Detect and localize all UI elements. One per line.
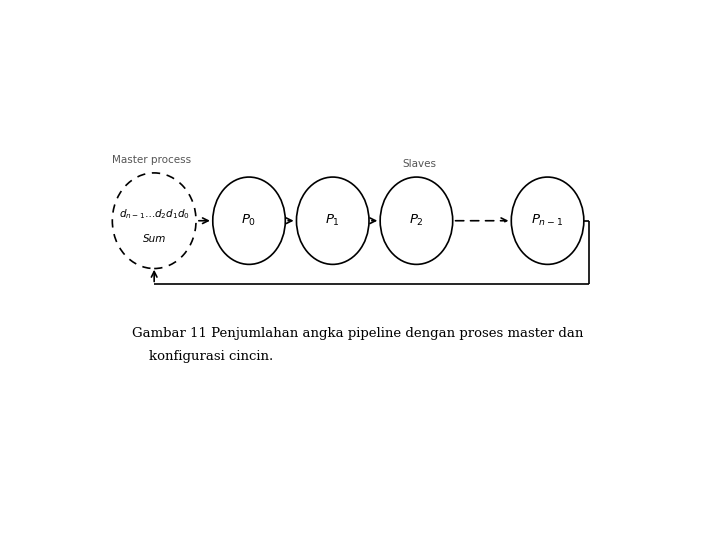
Text: $d_{n-1}\ldots d_2d_1d_0$: $d_{n-1}\ldots d_2d_1d_0$ (119, 207, 190, 221)
Text: $P_1$: $P_1$ (325, 213, 341, 228)
Text: $P_2$: $P_2$ (409, 213, 424, 228)
Text: $P_0$: $P_0$ (241, 213, 256, 228)
Text: Gambar 11 Penjumlahan angka pipeline dengan proses master dan: Gambar 11 Penjumlahan angka pipeline den… (132, 327, 583, 340)
Text: Master process: Master process (112, 154, 191, 165)
Text: Slaves: Slaves (402, 159, 436, 168)
Text: Sum: Sum (143, 234, 166, 245)
Text: $P_{n-1}$: $P_{n-1}$ (531, 213, 564, 228)
Text: konfigurasi cincin.: konfigurasi cincin. (132, 349, 273, 363)
